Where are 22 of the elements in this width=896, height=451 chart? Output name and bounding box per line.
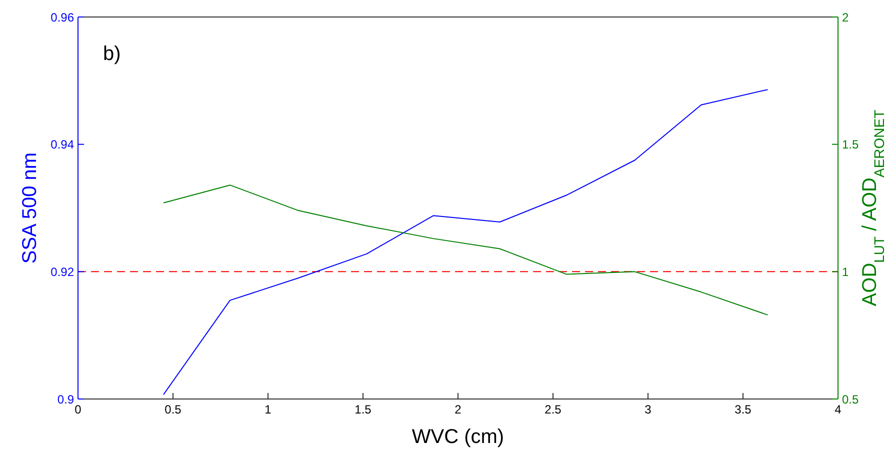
y-tick-label: 0.94 (50, 138, 74, 152)
x-tick-label: 1 (264, 402, 272, 417)
x-tick-label: 1.5 (354, 402, 372, 417)
y2-tick-label: 0.5 (842, 392, 860, 406)
annotation: b) (103, 43, 121, 65)
y-tick-label: 0.9 (57, 392, 74, 406)
x-tick-label: 0.5 (164, 402, 182, 417)
x-tick-label: 2 (454, 402, 462, 417)
y-axis-title: SSA 500 nm (19, 152, 41, 264)
line-series (163, 89, 768, 396)
y-tick-label: 0.92 (50, 264, 74, 279)
x-tick-label: 2.5 (544, 402, 562, 417)
x-tick-label: 3.5 (734, 402, 752, 417)
line-series (163, 184, 768, 316)
x-axis-title: WVC (cm) (412, 426, 504, 448)
x-tick-label: 3 (644, 402, 652, 417)
x-tick-label: 0 (74, 402, 82, 417)
y-tick-label: 0.96 (50, 10, 74, 24)
x-tick-label: 4 (834, 402, 842, 417)
y2-tick-label: 1.5 (842, 138, 860, 152)
y2-tick-label: 1 (842, 264, 849, 279)
y2-tick-label: 2 (842, 10, 849, 24)
